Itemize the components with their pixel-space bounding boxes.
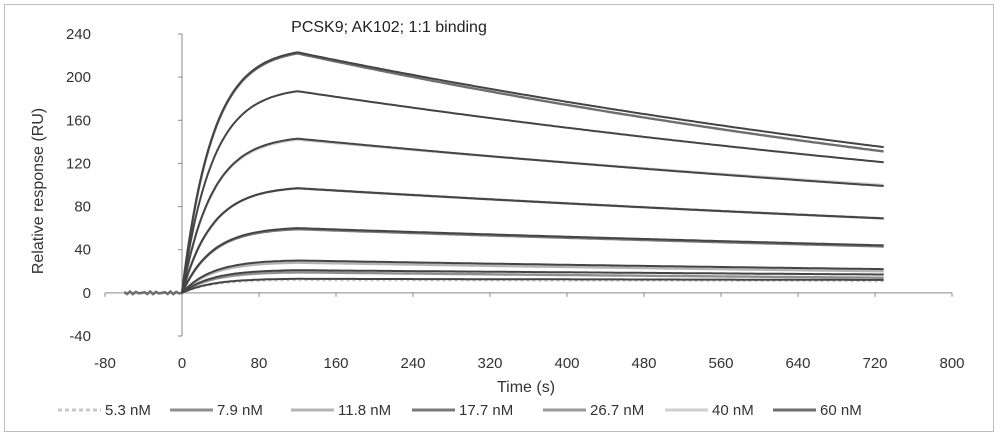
x-tick-label: 80 [251, 355, 268, 372]
y-tick-label: -40 [69, 328, 91, 345]
sensorgram-series [124, 53, 883, 294]
y-tick-label: 200 [66, 69, 91, 86]
fit-curves [182, 52, 884, 293]
legend-label: 40 nM [712, 402, 754, 419]
y-tick-label: 80 [74, 199, 91, 216]
y-tick-label: 120 [66, 155, 91, 172]
x-tick-label: 400 [554, 355, 579, 372]
y-tick-label: 0 [83, 285, 91, 302]
sensorgram-series [124, 272, 883, 294]
legend-label: 60 nM [820, 402, 862, 419]
x-tick-label: 0 [178, 355, 186, 372]
x-tick-label: 240 [400, 355, 425, 372]
y-axis-title: Relative response (RU) [30, 108, 47, 274]
x-tick-label: 720 [862, 355, 887, 372]
y-tick-label: 40 [74, 242, 91, 259]
y-tick-label: 240 [66, 26, 91, 43]
legend-label: 11.8 nM [338, 402, 391, 419]
chart-frame: PCSK9; AK102; 1:1 binding -80 0 80 160 240 32… [4, 4, 994, 432]
y-tick-label: 160 [66, 112, 91, 129]
sensorgram-series [124, 229, 883, 294]
chart-title: PCSK9; AK102; 1:1 binding [291, 19, 487, 36]
x-tick-label: -80 [94, 355, 116, 372]
fit-curve [182, 52, 884, 293]
legend-label: 5.3 nM [105, 402, 151, 419]
x-tick-label: 560 [708, 355, 733, 372]
x-tick-label: 320 [477, 355, 502, 372]
x-axis-title: Time (s) [497, 379, 555, 396]
x-tick-label: 640 [785, 355, 810, 372]
legend: 5.3 nM 7.9 nM 11.8 nM 17.7 nM 26.7 nM 40 nM 60… [58, 402, 862, 419]
sensorgram-series [124, 280, 883, 294]
x-tick-label: 160 [323, 355, 348, 372]
x-tick-label: 800 [939, 355, 964, 372]
legend-label: 7.9 nM [217, 402, 263, 419]
legend-label: 17.7 nM [459, 402, 513, 419]
x-tick-label: 480 [631, 355, 656, 372]
legend-label: 26.7 nM [590, 402, 644, 419]
chart-canvas: PCSK9; AK102; 1:1 binding -80 0 80 160 240 32… [5, 5, 995, 433]
sensorgram-curves [124, 53, 883, 294]
